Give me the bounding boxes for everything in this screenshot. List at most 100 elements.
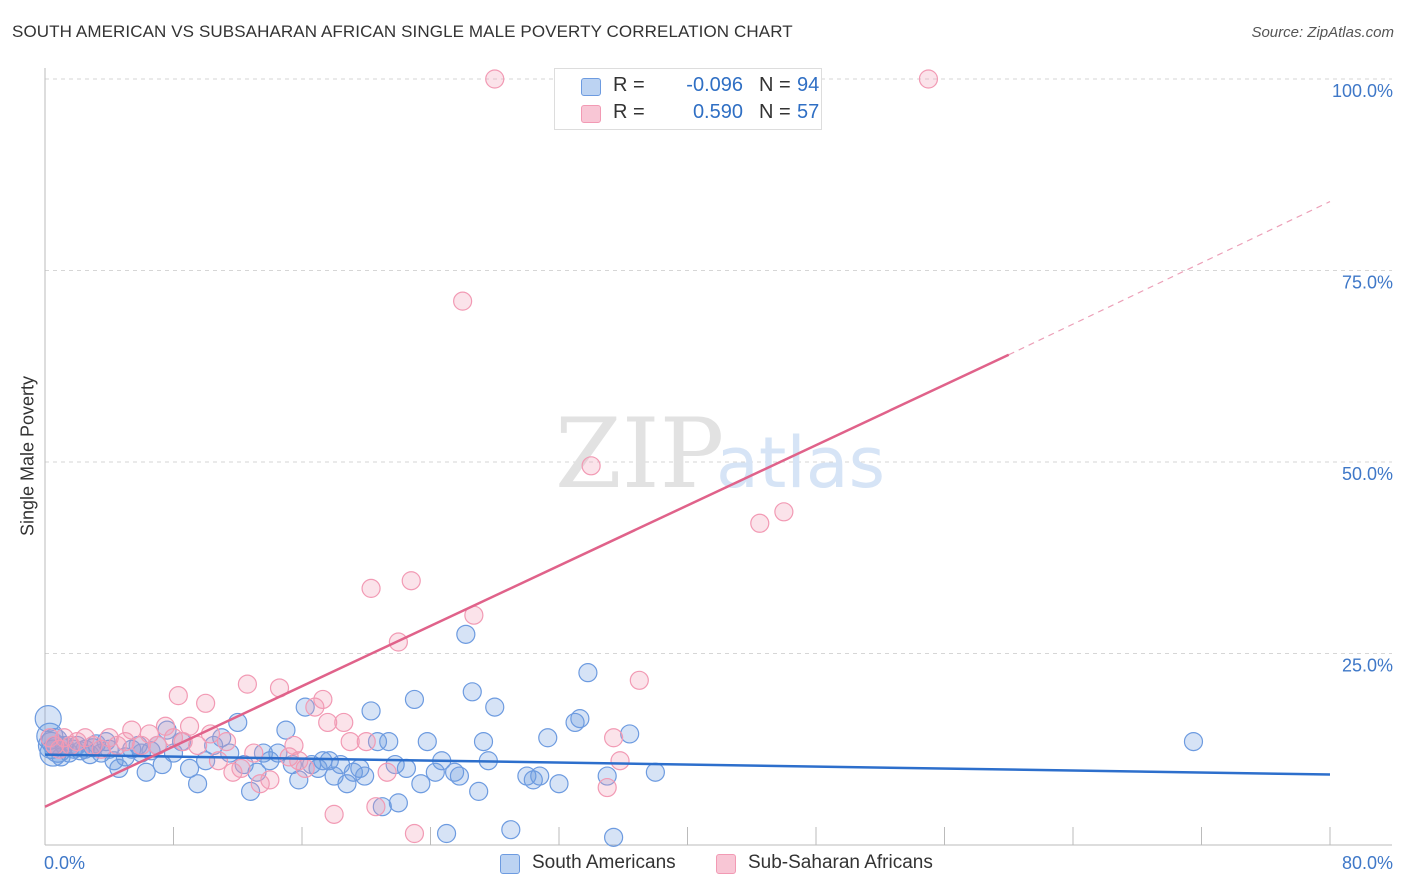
legend-swatch-blue	[581, 78, 601, 96]
point-sub-saharan-africans-13	[131, 735, 151, 756]
point-sub-saharan-africans-24	[208, 751, 229, 771]
point-sub-saharan-africans-30	[250, 774, 270, 794]
point-south-americans-79	[485, 697, 505, 717]
point-south-americans-35	[204, 735, 224, 756]
point-sub-saharan-africans-39	[318, 712, 338, 733]
trend-line-south-americans	[44, 753, 1331, 776]
point-sub-saharan-africans-44	[361, 578, 381, 598]
point-south-americans-65	[396, 758, 417, 779]
point-south-americans-40	[241, 781, 261, 801]
legend-swatch-pink	[581, 105, 601, 123]
point-sub-saharan-africans-55	[604, 728, 624, 748]
legend-r-value: -0.096	[686, 74, 743, 96]
point-south-americans-66	[404, 689, 425, 710]
point-south-americans-67	[411, 774, 431, 794]
point-south-americans-83	[530, 766, 550, 786]
trend-line-extension	[1008, 201, 1331, 356]
point-sub-saharan-africans-59	[774, 502, 794, 522]
y-axis-label: Single Male Poverty	[17, 375, 38, 537]
legend-label: Sub-Saharan Africans	[748, 852, 933, 873]
point-south-americans-92	[645, 762, 665, 782]
point-south-americans-77	[473, 731, 494, 752]
point-sub-saharan-africans-25	[216, 731, 237, 752]
point-sub-saharan-africans-9	[99, 728, 119, 748]
point-south-americans-84	[538, 728, 558, 748]
point-south-americans-32	[179, 758, 200, 779]
chart-title: SOUTH AMERICAN VS SUBSAHARAN AFRICAN SIN…	[12, 22, 793, 41]
y-tick-label: 50.0%	[1342, 464, 1393, 484]
point-south-americans-80	[501, 820, 521, 840]
point-sub-saharan-africans-41	[334, 712, 354, 733]
point-south-americans-73	[449, 766, 470, 786]
point-sub-saharan-africans-38	[313, 689, 333, 710]
point-south-americans-90	[604, 827, 624, 847]
watermark-zip: ZIP	[555, 398, 724, 510]
point-sub-saharan-africans-22	[196, 693, 216, 713]
tick-labels: 100.0% 75.0% 50.0% 25.0% 0.0% 80.0%	[44, 81, 1393, 873]
point-sub-saharan-africans-31	[260, 770, 280, 790]
point-sub-saharan-africans-12	[122, 720, 142, 740]
point-south-americans-89	[597, 766, 617, 786]
chart-source: Source: ZipAtlas.com	[1251, 24, 1394, 41]
point-south-americans-0	[34, 705, 62, 733]
point-south-americans-58	[355, 766, 375, 786]
point-south-americans-91	[620, 724, 640, 744]
legend-r-label: R =	[613, 74, 645, 96]
x-tick-label-min: 0.0%	[44, 853, 85, 873]
point-south-americans-43	[260, 751, 280, 771]
point-sub-saharan-africans-34	[284, 735, 304, 756]
point-sub-saharan-africans-57	[629, 670, 649, 690]
point-sub-saharan-africans-56	[610, 751, 630, 771]
point-sub-saharan-africans-14	[139, 724, 160, 744]
point-south-americans-47	[289, 770, 309, 790]
y-tick-label: 100.0%	[1332, 81, 1393, 101]
trend-line-sub-saharan-africans	[44, 353, 1010, 808]
point-south-americans-71	[436, 823, 457, 844]
point-sub-saharan-africans-53	[581, 456, 601, 476]
point-sub-saharan-africans-58	[750, 513, 770, 533]
point-south-americans-25	[136, 762, 156, 782]
point-south-americans-75	[462, 682, 482, 702]
point-sub-saharan-africans-11	[115, 731, 135, 752]
watermark-atlas: atlas	[716, 422, 885, 504]
axes	[44, 68, 1392, 846]
x-tick-label-max: 80.0%	[1342, 853, 1393, 873]
legend-n-value: 57	[797, 101, 820, 123]
legend-r-label: R =	[613, 101, 645, 123]
point-sub-saharan-africans-6	[75, 728, 95, 748]
point-sub-saharan-africans-60	[918, 69, 939, 89]
legend-r-value: 0.590	[692, 101, 743, 123]
point-south-americans-68	[417, 731, 437, 752]
point-sub-saharan-africans-3	[54, 728, 74, 748]
point-south-americans-76	[469, 781, 489, 801]
point-sub-saharan-africans-33	[279, 747, 299, 767]
point-south-americans-61	[372, 797, 392, 817]
y-tick-label: 75.0%	[1342, 273, 1393, 293]
gridlines	[45, 78, 1392, 654]
point-south-americans-62	[379, 731, 399, 752]
point-south-americans-93	[1183, 731, 1204, 752]
point-sub-saharan-africans-29	[244, 743, 264, 763]
point-south-americans-45	[276, 720, 296, 740]
legend-swatch-blue	[500, 854, 520, 874]
point-sub-saharan-africans-8	[91, 739, 111, 759]
point-sub-saharan-africans-16	[155, 716, 176, 736]
point-sub-saharan-africans-36	[295, 758, 315, 779]
point-sub-saharan-africans-46	[377, 762, 397, 782]
trend-lines	[44, 201, 1331, 808]
point-sub-saharan-africans-23	[200, 724, 221, 744]
point-south-americans-48	[295, 697, 315, 717]
point-south-americans-60	[367, 731, 388, 752]
point-south-americans-85	[549, 774, 569, 794]
point-sub-saharan-africans-43	[356, 731, 376, 752]
point-sub-saharan-africans-20	[179, 716, 200, 736]
point-sub-saharan-africans-35	[289, 751, 309, 771]
point-south-americans-52	[319, 751, 339, 771]
legend-n-label: N =	[759, 101, 791, 123]
point-south-americans-69	[425, 762, 445, 782]
point-sub-saharan-africans-37	[305, 697, 325, 717]
point-sub-saharan-africans-48	[401, 571, 421, 591]
point-south-americans-64	[388, 793, 408, 813]
point-sub-saharan-africans-49	[404, 823, 425, 844]
